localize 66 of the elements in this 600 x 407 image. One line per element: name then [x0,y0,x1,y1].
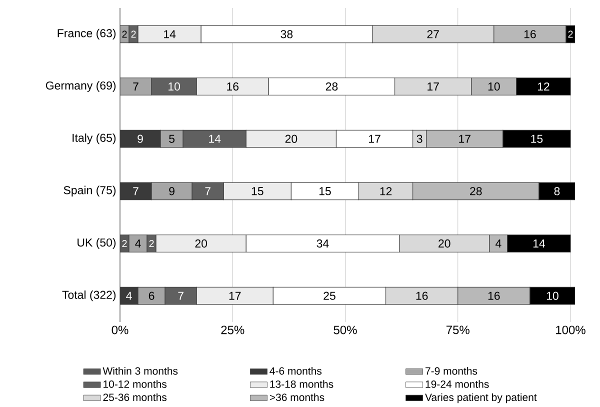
data-label: 15 [252,187,264,196]
data-label: 28 [326,82,338,91]
legend-label: 10-12 months [104,380,167,388]
data-label: 9 [169,187,174,196]
data-label: 27 [427,30,439,38]
x-tick-label: 25% [221,326,244,334]
data-label: 2 [149,240,154,248]
data-label: 15 [319,187,331,196]
y-tick-label: Total (322) [62,290,116,302]
data-label: 12 [538,82,550,91]
data-label: 38 [280,30,293,38]
data-label: 17 [369,135,380,144]
data-label: 16 [524,30,536,38]
data-label: 20 [438,240,450,248]
legend-label: 25-36 months [103,394,167,402]
data-label: 2 [122,30,127,38]
data-label: 17 [229,292,241,300]
legend-label: 19-24 months [426,380,489,388]
y-tick-label: France (63) [58,29,116,40]
data-label: 16 [488,292,500,300]
legend-label: Within 3 months [102,367,178,375]
data-label: 14 [164,30,176,38]
data-label: 16 [227,82,239,91]
x-tick-label: 100% [556,326,586,334]
data-label: 4 [495,240,502,248]
data-label: 10 [488,82,500,91]
data-label: 17 [459,135,470,144]
data-label: 25 [324,292,336,300]
data-label: 14 [209,135,221,144]
data-label: 2 [122,240,127,248]
x-tick-label: 0% [112,326,128,334]
data-label: 3 [416,135,422,144]
data-label: 7 [133,187,138,196]
data-label: 12 [380,187,392,196]
x-tick-label: 50% [334,326,357,334]
data-label: 10 [546,292,558,300]
legend-label: >36 months [270,394,324,402]
data-label: 7 [205,187,210,196]
data-label: 5 [169,135,175,144]
data-label: 20 [285,135,298,144]
x-tick-label: 75% [446,326,470,334]
data-label: 10 [168,82,180,91]
data-label: 15 [531,135,543,144]
data-label: 28 [470,187,482,196]
data-label: 20 [195,240,208,248]
data-label: 2 [131,30,136,38]
data-label: 6 [148,292,154,300]
data-label: 34 [316,240,329,248]
y-tick-label: Italy (65) [72,134,116,144]
y-tick-label: Germany (69) [46,81,116,92]
y-tick-label: UK (50) [78,238,116,250]
data-label: 7 [133,82,138,91]
legend-label: 7-9 months [426,367,478,375]
legend-label: 13-18 months [270,380,334,388]
legend-label: 4-6 months [270,367,322,375]
data-label: 4 [126,292,132,300]
data-label: 7 [178,292,184,300]
data-label: 17 [428,82,439,91]
data-label: 4 [135,240,141,248]
y-tick-label: Spain (75) [64,186,116,197]
data-label: 14 [533,240,546,248]
data-label: 16 [416,292,428,300]
data-label: 8 [554,187,560,196]
legend-label: Varies patient by patient [425,394,537,404]
data-label: 2 [568,30,573,38]
data-label: 9 [138,135,143,144]
